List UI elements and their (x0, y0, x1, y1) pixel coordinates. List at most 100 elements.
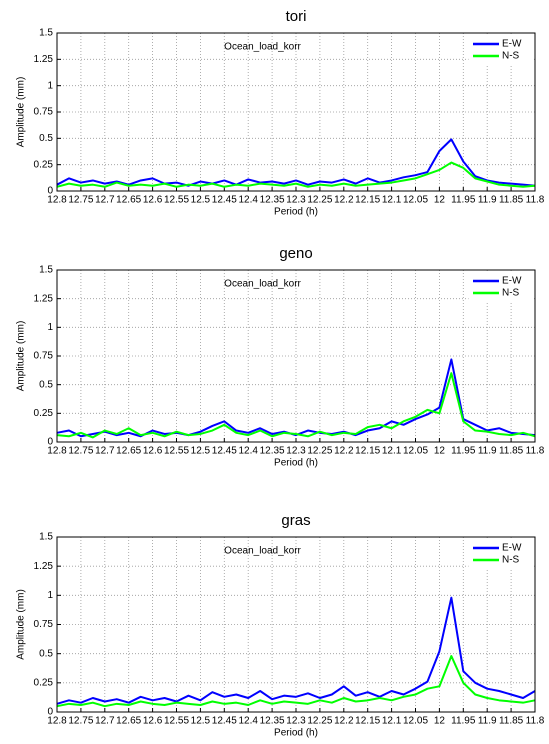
x-tick-label: 12.1 (382, 195, 402, 206)
chart-title: tori (286, 8, 307, 25)
y-axis-label: Amplitude (mm) (16, 321, 27, 392)
x-tick-label: 12.55 (164, 195, 189, 206)
data-line (56, 358, 536, 438)
x-axis-label: Period (h) (274, 458, 318, 469)
legend-box (468, 34, 534, 66)
y-tick-label: 0 (47, 437, 53, 448)
y-tick-label: 0 (47, 707, 53, 718)
x-tick-label: 12.8 (47, 195, 67, 206)
y-tick-label: 0.25 (34, 408, 54, 419)
data-line (56, 161, 536, 188)
x-tick-label: 12.3 (286, 716, 306, 727)
x-tick-label: 12.15 (355, 446, 380, 457)
x-tick-label: 12.05 (403, 716, 428, 727)
y-axis-label: Amplitude (mm) (16, 589, 27, 660)
x-tick-label: 11.95 (451, 716, 476, 727)
chart-title: geno (279, 245, 312, 262)
x-tick-label: 12.8 (47, 446, 67, 457)
x-tick-label: 11.9 (478, 716, 497, 727)
x-tick-label: 12.25 (307, 716, 332, 727)
plot-frame (56, 269, 536, 443)
data-line (56, 596, 536, 705)
x-tick-label: 12.6 (143, 446, 163, 457)
x-tick-label: 12.7 (95, 446, 115, 457)
x-tick-label: 12.05 (403, 195, 428, 206)
x-tick-label: 12.2 (334, 446, 354, 457)
chart-title: gras (281, 512, 310, 529)
annotation: Ocean_load_korr (224, 279, 301, 290)
x-tick-label: 12.15 (355, 195, 380, 206)
x-tick-label: 12.8 (47, 716, 67, 727)
x-tick-label: 12.5 (191, 195, 211, 206)
x-tick-label: 11.8 (526, 446, 545, 457)
x-tick-label: 12.6 (143, 195, 163, 206)
y-tick-label: 0.25 (34, 677, 54, 688)
x-tick-label: 11.9 (478, 446, 497, 457)
x-tick-label: 12.5 (191, 446, 211, 457)
y-axis-label: Amplitude (mm) (16, 77, 27, 148)
x-tick-label: 12.2 (334, 716, 354, 727)
plot-background (57, 270, 535, 442)
x-tick-label: 12.55 (164, 716, 189, 727)
legend-box (468, 538, 534, 570)
y-tick-label: 1.5 (39, 532, 53, 543)
x-tick-label: 12.1 (382, 716, 402, 727)
x-tick-label: 12.7 (95, 716, 115, 727)
x-tick-label: 12 (434, 446, 446, 457)
x-tick-label: 11.95 (451, 195, 476, 206)
x-tick-label: 12.1 (382, 446, 402, 457)
y-tick-label: 1.25 (34, 561, 54, 572)
x-tick-label: 12.65 (116, 446, 141, 457)
x-tick-label: 12.4 (238, 446, 258, 457)
y-tick-label: 1 (47, 590, 53, 601)
legend-label: N-S (502, 555, 520, 566)
x-tick-label: 12.75 (68, 195, 93, 206)
x-tick-label: 12.45 (212, 195, 237, 206)
y-tick-label: 1.25 (34, 293, 54, 304)
x-tick-label: 12 (434, 716, 446, 727)
data-line (56, 138, 536, 187)
x-tick-label: 12.25 (307, 195, 332, 206)
x-tick-label: 11.8 (526, 195, 545, 206)
legend-label: E-W (502, 543, 522, 554)
x-tick-label: 12.2 (334, 195, 354, 206)
x-tick-label: 11.8 (526, 716, 545, 727)
x-tick-label: 12.25 (307, 446, 332, 457)
x-tick-label: 12.75 (68, 446, 93, 457)
x-tick-label: 12.4 (238, 716, 258, 727)
x-tick-label: 12.35 (260, 716, 285, 727)
legend-label: N-S (502, 288, 520, 299)
x-tick-label: 12.35 (260, 195, 285, 206)
x-axis-label: Period (h) (274, 728, 318, 739)
x-tick-label: 12.45 (212, 446, 237, 457)
y-tick-label: 0.75 (34, 107, 54, 118)
annotation: Ocean_load_korr (224, 42, 301, 53)
legend-label: E-W (502, 276, 522, 287)
x-tick-label: 12.65 (116, 716, 141, 727)
x-tick-label: 11.95 (451, 446, 476, 457)
x-tick-label: 11.85 (499, 195, 524, 206)
legend-label: N-S (502, 51, 520, 62)
x-tick-label: 12.55 (164, 446, 189, 457)
y-tick-label: 1.5 (39, 28, 53, 39)
x-tick-label: 11.85 (499, 716, 524, 727)
x-tick-label: 12.45 (212, 716, 237, 727)
y-tick-label: 0.5 (39, 648, 53, 659)
x-axis-label: Period (h) (274, 207, 318, 218)
x-tick-label: 12 (434, 195, 446, 206)
x-tick-label: 12.35 (260, 446, 285, 457)
x-tick-label: 12.3 (286, 446, 306, 457)
x-tick-label: 12.5 (191, 716, 211, 727)
data-line (56, 372, 536, 439)
x-tick-label: 12.05 (403, 446, 428, 457)
y-tick-label: 0.25 (34, 159, 54, 170)
y-tick-label: 0.5 (39, 133, 53, 144)
x-tick-label: 12.15 (355, 716, 380, 727)
x-tick-label: 12.4 (238, 195, 258, 206)
data-line (56, 655, 536, 708)
y-tick-label: 0.75 (34, 351, 54, 362)
plot-frame (56, 536, 536, 713)
y-tick-label: 1.5 (39, 265, 53, 276)
x-tick-label: 11.9 (478, 195, 497, 206)
